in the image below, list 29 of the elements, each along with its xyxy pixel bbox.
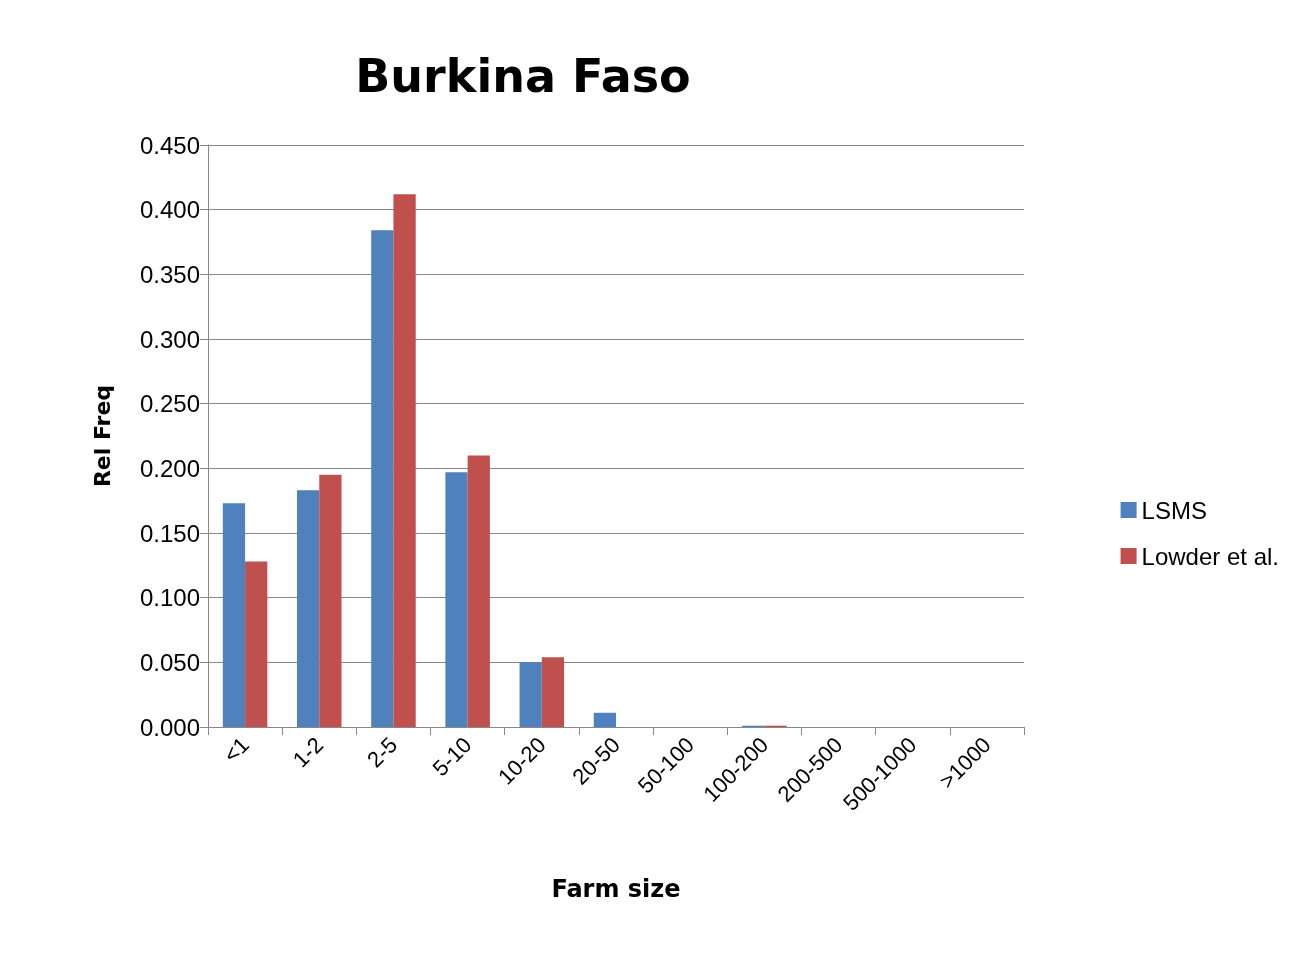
bar xyxy=(593,712,616,727)
chart-title: Burkina Faso xyxy=(355,49,691,103)
bar xyxy=(445,472,468,727)
bar xyxy=(245,561,268,727)
y-tick-label: 0.300 xyxy=(139,325,200,353)
y-tick-label: 0.450 xyxy=(139,131,200,159)
legend-label: LSMS xyxy=(1141,496,1207,524)
bar xyxy=(222,503,246,727)
y-tick-label: 0.000 xyxy=(139,713,200,741)
y-tick-label: 0.250 xyxy=(139,390,200,418)
y-tick-label: 0.150 xyxy=(139,519,200,547)
x-axis-title: Farm size xyxy=(551,875,681,903)
bar xyxy=(519,662,542,727)
bar xyxy=(467,455,490,727)
bar xyxy=(371,230,394,727)
x-tick-label: 1-2 xyxy=(287,732,329,773)
legend-label: Lowder et al. xyxy=(1141,542,1280,570)
y-tick-label: 0.100 xyxy=(139,584,200,612)
x-tick-label: <1 xyxy=(218,732,254,768)
y-axis-title: Rel Freq xyxy=(89,384,115,488)
y-tick-label: 0.350 xyxy=(139,260,200,288)
bar xyxy=(297,490,320,727)
y-tick-label: 0.050 xyxy=(139,648,200,676)
y-tick-label: 0.200 xyxy=(139,454,200,482)
x-tick-label: 2-5 xyxy=(362,732,403,773)
y-tick-label: 0.400 xyxy=(139,196,200,224)
bar xyxy=(393,194,416,727)
bar xyxy=(541,657,565,727)
bar xyxy=(319,474,342,727)
